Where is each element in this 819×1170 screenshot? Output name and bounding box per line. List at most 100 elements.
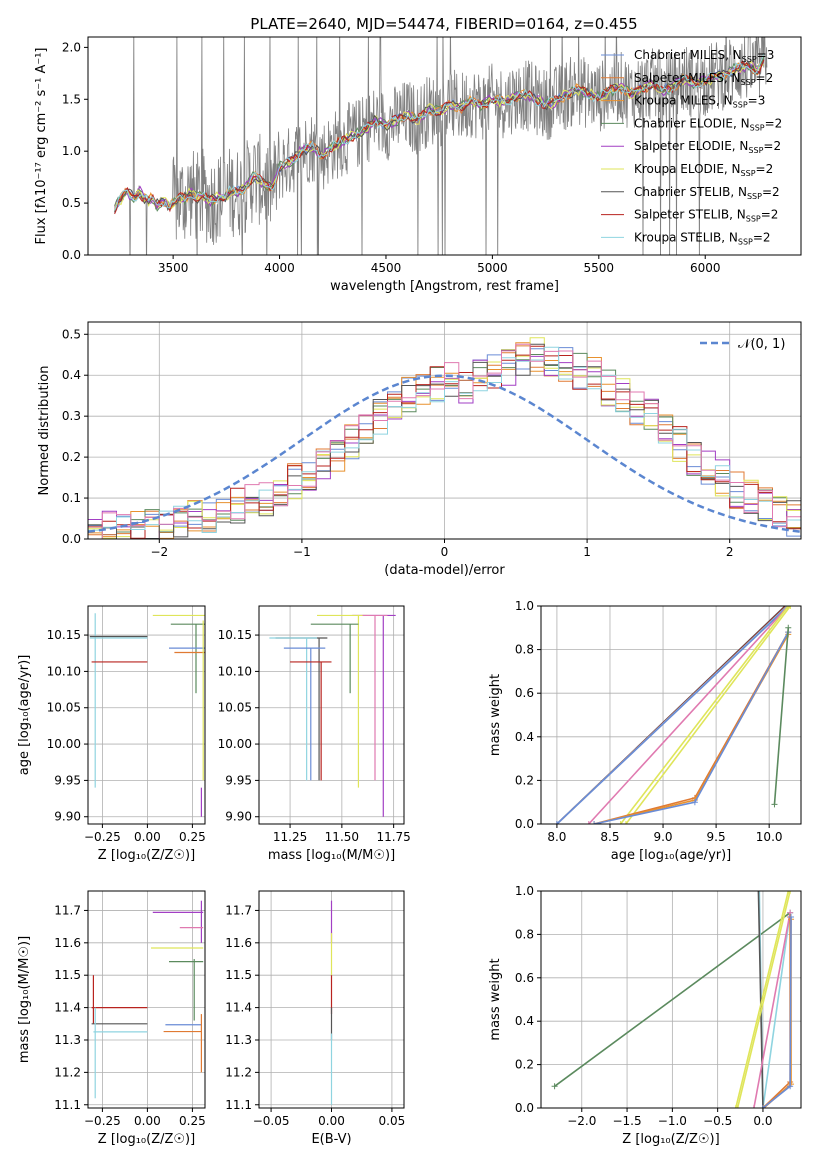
marker	[591, 821, 598, 824]
plot-area	[551, 891, 795, 1108]
y-tick-label: 1.0	[62, 144, 81, 158]
x-axis-label: age [log₁₀(age/yr)]	[611, 848, 732, 863]
axes-frame	[87, 36, 802, 256]
y-tick-label: 10.05	[47, 701, 81, 715]
x-axis-label: wavelength [Angstrom, rest frame]	[330, 279, 559, 294]
marker	[788, 914, 795, 921]
x-tick-label: −0.05	[253, 1114, 290, 1128]
y-tick-label: 9.90	[225, 810, 252, 824]
plot-area	[114, 37, 768, 255]
x-tick-label: −0.25	[84, 1114, 121, 1128]
y-tick-label: 11.2	[54, 1065, 81, 1079]
y-tick-label: 11.7	[225, 903, 252, 917]
x-axis-label: mass [log₁₀(M/M☉)]	[268, 848, 395, 863]
x-tick-label: 1	[583, 545, 591, 559]
y-tick-label: 0.5	[62, 196, 81, 210]
histogram-9	[88, 343, 801, 539]
plot-area	[91, 900, 204, 1099]
x-tick-label: 6000	[690, 261, 721, 275]
x-tick-label: 0.00	[318, 1114, 345, 1128]
y-tick-label: 0.4	[62, 368, 81, 382]
x-tick-label: −2.0	[567, 1114, 596, 1128]
axes-frame	[258, 605, 405, 825]
panel-Z-mass: −0.25 0.00 0.25 11.1 11.2 11.3 11.4 11.5 11.6 11.…	[17, 890, 206, 1147]
y-tick-label: 0.2	[62, 450, 81, 464]
x-tick-label: 11.75	[376, 830, 410, 844]
normal-curve	[88, 374, 801, 534]
marker	[771, 801, 778, 808]
x-tick-label: 9.0	[653, 830, 672, 844]
observed-spectrum	[114, 37, 768, 255]
marker	[759, 1105, 766, 1108]
marker	[553, 821, 560, 824]
panel-mass-age: 11.25 11.50 11.75 9.90 9.95 10.00 10.05 10.10 10…	[218, 605, 411, 863]
weight-line-10	[773, 627, 790, 805]
y-tick-label: 1.5	[62, 92, 81, 106]
legend: Chabrier MILES, NSSP=3 Salpeter MILES, NS…	[601, 48, 782, 246]
marker	[585, 821, 592, 824]
x-tick-label: 10.0	[756, 830, 783, 844]
y-tick-label: 9.90	[54, 810, 81, 824]
legend-entry: 𝒩(0, 1)	[738, 337, 785, 352]
x-tick-label: −0.25	[84, 830, 121, 844]
axes-frame	[87, 890, 206, 1109]
x-tick-label: −0.5	[703, 1114, 732, 1128]
marker	[732, 1105, 739, 1108]
y-tick-label: 10.05	[218, 701, 252, 715]
y-tick-label: 10.10	[47, 664, 81, 678]
plot-area	[269, 614, 396, 817]
y-axis-label: mass weight	[488, 958, 503, 1040]
legend-entry: Kroupa ELODIE, NSSP=2	[634, 162, 773, 178]
y-tick-label: 0.0	[515, 1101, 534, 1115]
y-tick-label: 0.2	[515, 1058, 534, 1072]
panel-residuals: −2 −1 0 1 2 0.0 0.1 0.2 0.3 0.4 0.5 (data-model)/er…	[37, 321, 802, 578]
legend-entry: Salpeter ELODIE, NSSP=2	[634, 139, 781, 155]
y-tick-label: 11.5	[225, 968, 252, 982]
x-tick-label: 8.5	[600, 830, 619, 844]
marker	[691, 799, 698, 806]
y-tick-label: 10.15	[218, 628, 252, 642]
y-axis-label: Normed distribution	[37, 366, 52, 496]
marker	[734, 1105, 741, 1108]
y-tick-label: 1.0	[515, 884, 534, 898]
axes-frame	[540, 605, 802, 825]
y-tick-label: 0.6	[515, 686, 534, 700]
x-tick-label: −1.5	[612, 1114, 641, 1128]
x-tick-label: −1	[293, 545, 311, 559]
y-tick-label: 0.3	[62, 409, 81, 423]
x-tick-label: 9.5	[707, 830, 726, 844]
x-tick-label: −2	[150, 545, 168, 559]
marker	[617, 821, 624, 824]
weight-line-4	[588, 606, 789, 824]
model-spectrum-8	[114, 53, 765, 211]
y-tick-label: 0.5	[62, 327, 81, 341]
weight-line-7	[763, 919, 792, 1108]
x-axis-label: E(B-V)	[311, 1132, 351, 1147]
y-tick-label: 10.00	[47, 737, 81, 751]
y-tick-label: 11.3	[225, 1033, 252, 1047]
weight-line-3	[556, 606, 789, 824]
weight-line-6	[625, 606, 792, 824]
y-tick-label: 10.15	[47, 628, 81, 642]
weight-line-5	[753, 912, 791, 1108]
weight-line-2	[757, 891, 764, 1108]
y-axis-label: mass [log₁₀(M/M☉)]	[17, 936, 32, 1063]
y-tick-label: 0.4	[515, 1014, 534, 1028]
legend-entry: Chabrier MILES, NSSP=3	[634, 48, 774, 64]
x-tick-label: −1.0	[658, 1114, 687, 1128]
x-tick-label: 0.25	[179, 830, 206, 844]
figure-title: PLATE=2640, MJD=54474, FIBERID=0164, z=0…	[250, 15, 637, 33]
y-tick-label: 0.0	[62, 248, 81, 262]
y-tick-label: 11.3	[54, 1033, 81, 1047]
weight-line-9	[593, 631, 789, 824]
marker	[622, 821, 629, 824]
y-tick-label: 0.0	[515, 817, 534, 831]
x-tick-label: 0.00	[134, 830, 161, 844]
weight-line-5	[619, 606, 789, 824]
x-tick-label: 0.25	[179, 1114, 206, 1128]
weight-line-4	[736, 891, 791, 1108]
axes-frame	[540, 890, 802, 1109]
model-spectrum-7	[114, 59, 765, 215]
weight-line-8	[593, 633, 789, 824]
x-axis-label: Z [log₁₀(Z/Z☉)]	[98, 1132, 195, 1147]
